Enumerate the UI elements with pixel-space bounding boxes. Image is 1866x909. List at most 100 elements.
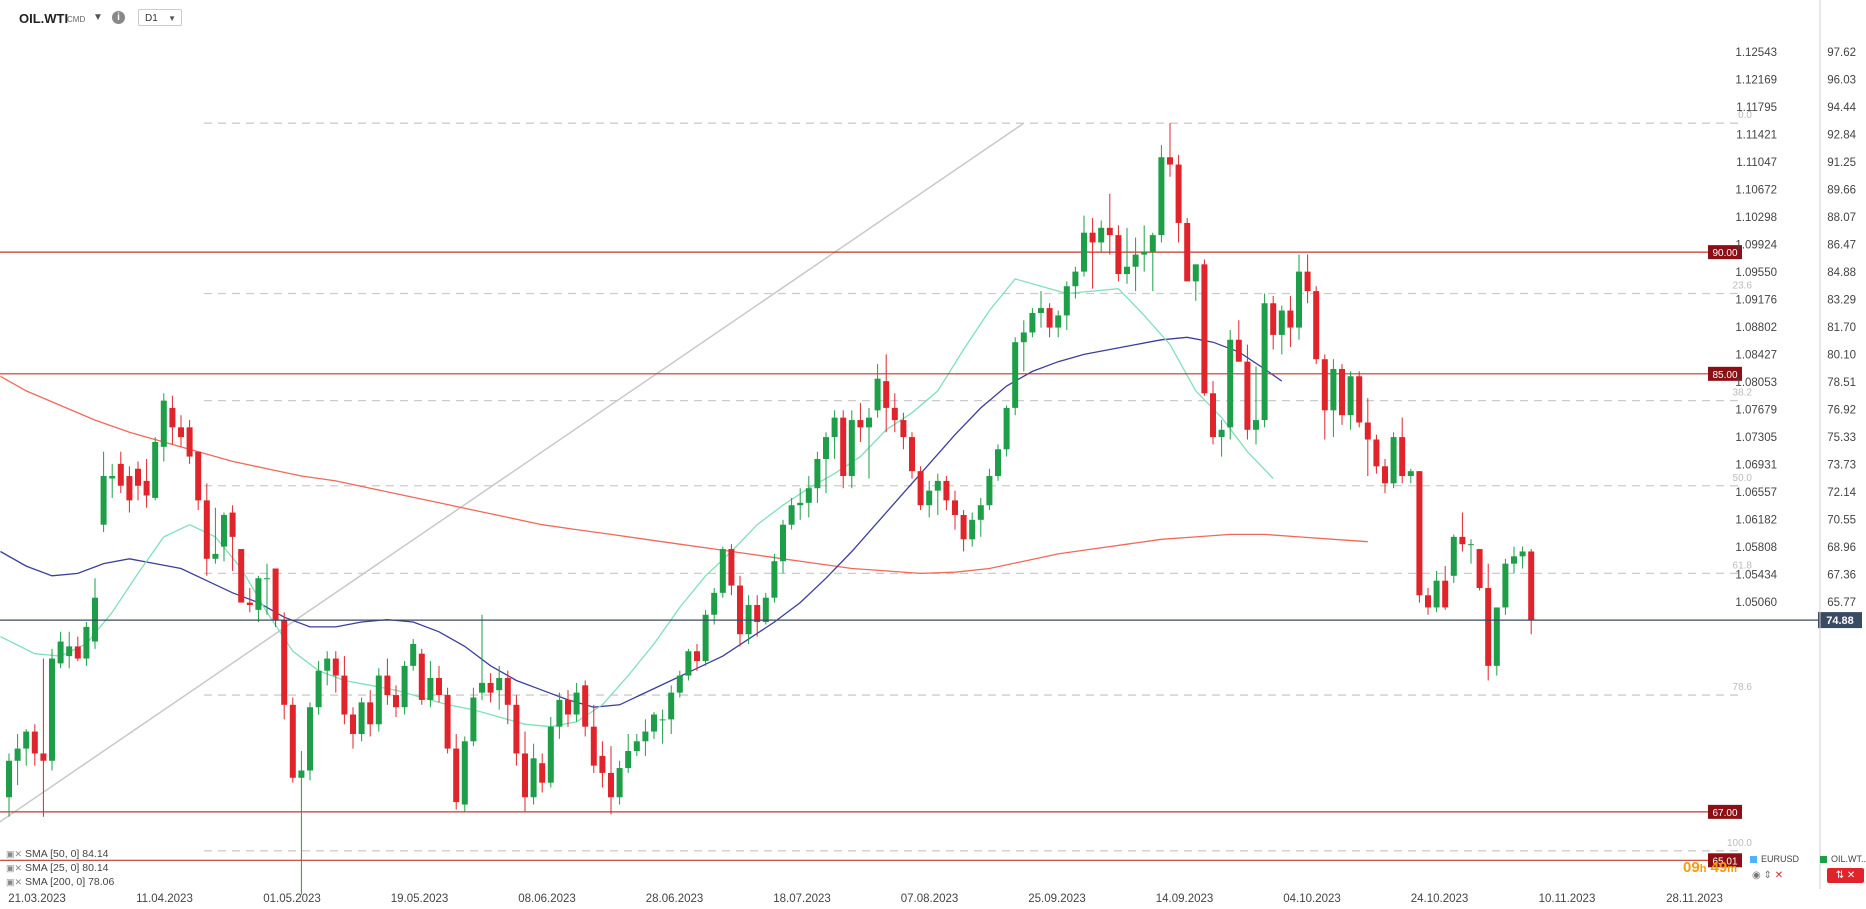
candle-body <box>384 675 391 696</box>
candle-body <box>1425 595 1431 608</box>
close-icon[interactable]: ✕ <box>1846 870 1856 881</box>
settings-icon[interactable]: ▣✕ <box>6 849 23 859</box>
candle-body <box>719 549 726 593</box>
candle-body <box>358 702 365 734</box>
candle-body <box>737 585 743 635</box>
candle-body <box>74 646 81 659</box>
left-axis-tick-label: 1.08427 <box>1735 350 1777 362</box>
candle-body <box>350 714 356 734</box>
candle-body <box>1304 271 1311 292</box>
candle-body <box>1038 308 1044 313</box>
x-axis-tick-label: 14.09.2023 <box>1156 893 1214 905</box>
candle-body <box>651 714 657 732</box>
right-axis-tick-label: 86.47 <box>1827 240 1856 252</box>
candle-body <box>109 476 116 479</box>
legend-sma-200[interactable]: ▣✕ SMA [200, 0] 78.06 <box>6 876 114 888</box>
sma-25-path <box>0 278 1274 728</box>
right-axis-tick-label: 81.70 <box>1827 322 1856 334</box>
candle-body <box>616 768 623 798</box>
timer-minutes: 49 <box>1710 859 1728 876</box>
candle-body <box>883 381 890 408</box>
candle-body <box>117 463 124 486</box>
candle-body <box>917 471 924 506</box>
chart-toolbar: OIL.WTI CMD ▼ i D1 ▼ <box>0 0 1866 34</box>
legend-sma-25[interactable]: ▣✕ SMA [25, 0] 80.14 <box>6 862 109 874</box>
left-axis-tick-label: 1.10672 <box>1735 185 1777 197</box>
oilwti-color-icon <box>1820 856 1827 864</box>
candle-body <box>1063 286 1070 316</box>
legend-label: SMA [25, 0] 80.14 <box>25 862 109 874</box>
right-axis-tick-label: 92.84 <box>1827 130 1856 142</box>
candle-body <box>100 476 107 525</box>
symbol-dropdown-icon[interactable]: ▼ <box>93 12 103 23</box>
candle-body <box>1149 235 1156 253</box>
candle-body <box>453 748 460 803</box>
candle-body <box>1442 580 1449 608</box>
x-axis-tick-label: 21.03.2023 <box>8 893 66 905</box>
candle-body <box>1399 437 1406 477</box>
up-down-arrows-icon[interactable]: ⇕ <box>1763 870 1772 881</box>
right-axis-tick-label: 75.33 <box>1827 432 1856 444</box>
candle-body <box>1296 271 1302 328</box>
candle-body <box>556 699 563 727</box>
candle-body <box>522 753 528 798</box>
candle-body <box>427 678 434 700</box>
candle-body <box>1261 303 1268 421</box>
left-axis-tick-label: 1.11421 <box>1736 130 1777 142</box>
symbol-label[interactable]: OIL.WTI <box>19 11 69 26</box>
left-axis-tick-label: 1.10298 <box>1735 212 1777 224</box>
candle-body <box>530 758 537 798</box>
settings-icon[interactable]: ▣✕ <box>6 863 23 873</box>
info-icon[interactable]: i <box>112 11 125 24</box>
candle-body <box>1055 315 1062 328</box>
candle-body <box>814 459 821 489</box>
candle-body <box>1141 252 1148 255</box>
candle-body <box>367 702 374 725</box>
candle-body <box>762 597 769 623</box>
candle-body <box>866 417 872 428</box>
left-axis-tick-label: 1.11047 <box>1736 157 1777 169</box>
right-axis-tick-label: 67.36 <box>1827 570 1856 582</box>
fib-level-label: 78.6 <box>1733 682 1753 693</box>
candle-body <box>212 553 219 559</box>
candle-body <box>229 512 236 537</box>
candle-body <box>281 619 288 705</box>
candle-body <box>83 626 90 659</box>
candle-body <box>599 755 606 773</box>
pair-legend-oilwti[interactable]: OIL.WT.. <box>1820 854 1866 864</box>
x-axis-tick-label: 07.08.2023 <box>901 893 959 905</box>
sma-50-line <box>0 336 1283 708</box>
candle-body <box>1072 271 1079 287</box>
fib-level-label: 50.0 <box>1733 473 1753 484</box>
right-axis-tick-label: 84.88 <box>1827 267 1856 279</box>
pair-legend-eurusd[interactable]: EURUSD <box>1750 854 1799 864</box>
level-tag-label: 85.00 <box>1712 370 1737 381</box>
settings-icon[interactable]: ▣✕ <box>6 877 23 887</box>
candle-body <box>1330 368 1337 411</box>
candle-body <box>341 675 348 715</box>
timer-hours-unit: h <box>1699 863 1707 875</box>
candle-body <box>444 695 451 749</box>
right-axis-tick-label: 83.29 <box>1827 295 1856 307</box>
level-tag <box>1708 245 1742 260</box>
candle-body <box>1416 471 1423 596</box>
candle-body <box>1184 222 1191 282</box>
candle-body <box>590 726 597 766</box>
split-icon[interactable]: ⇅ <box>1835 870 1845 881</box>
candle-body <box>135 468 141 486</box>
timer-minutes-unit: m <box>1727 863 1738 875</box>
close-icon[interactable]: ✕ <box>1774 870 1784 881</box>
candle-body <box>487 682 494 693</box>
timeframe-select[interactable]: D1 ▼ <box>138 9 182 26</box>
legend-sma-50[interactable]: ▣✕ SMA [50, 0] 84.14 <box>6 848 109 860</box>
candle-body <box>754 605 761 623</box>
right-axis-tick-label: 80.10 <box>1827 350 1856 362</box>
eye-icon[interactable]: ◉ <box>1752 870 1761 881</box>
current-price-line: 74.88 <box>0 612 1862 629</box>
candle-body <box>40 753 47 761</box>
candle-body <box>1175 164 1182 223</box>
candle-body <box>977 505 984 520</box>
x-axis-tick-label: 24.10.2023 <box>1411 893 1469 905</box>
candle-body <box>1287 310 1294 328</box>
